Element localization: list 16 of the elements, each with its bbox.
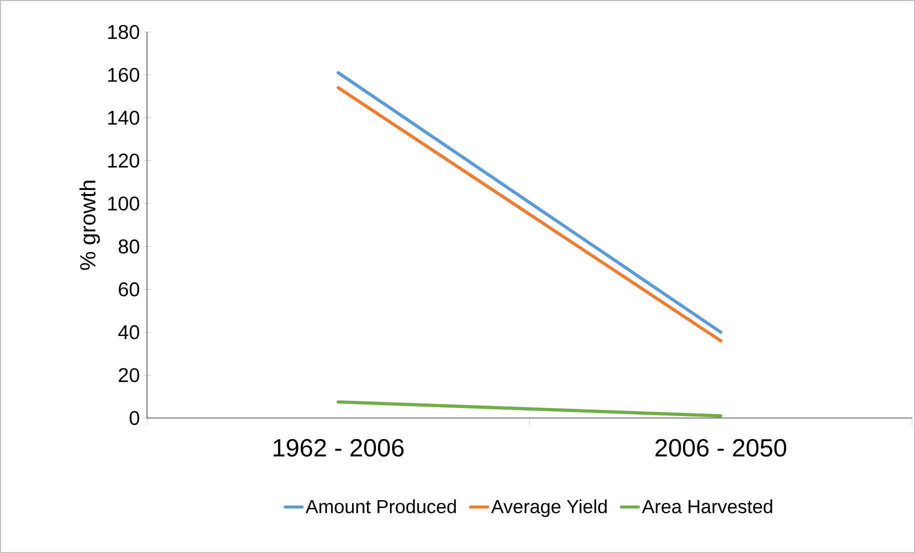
x-tick-label: 1962 - 2006 bbox=[274, 439, 404, 457]
y-tick-label: 80 bbox=[118, 239, 140, 254]
x-tick-label: 2006 - 2050 bbox=[656, 439, 786, 457]
y-tick-label: 20 bbox=[118, 368, 140, 382]
y-axis-title: % growth bbox=[79, 180, 100, 270]
y-tick-label: 60 bbox=[118, 282, 140, 296]
legend-label: Average Yield bbox=[491, 499, 607, 518]
y-tick-label: 140 bbox=[108, 110, 140, 125]
y-tick-label: 160 bbox=[108, 68, 140, 82]
y-tick-label: 0 bbox=[130, 410, 140, 426]
legend-label: Amount Produced bbox=[306, 499, 456, 514]
y-tick-label: 100 bbox=[108, 196, 140, 211]
y-tick-label: 120 bbox=[108, 154, 140, 168]
y-tick-label: 180 bbox=[108, 24, 140, 40]
y-tick-label: 40 bbox=[118, 325, 140, 340]
legend-label: Area Harvested bbox=[642, 499, 772, 514]
